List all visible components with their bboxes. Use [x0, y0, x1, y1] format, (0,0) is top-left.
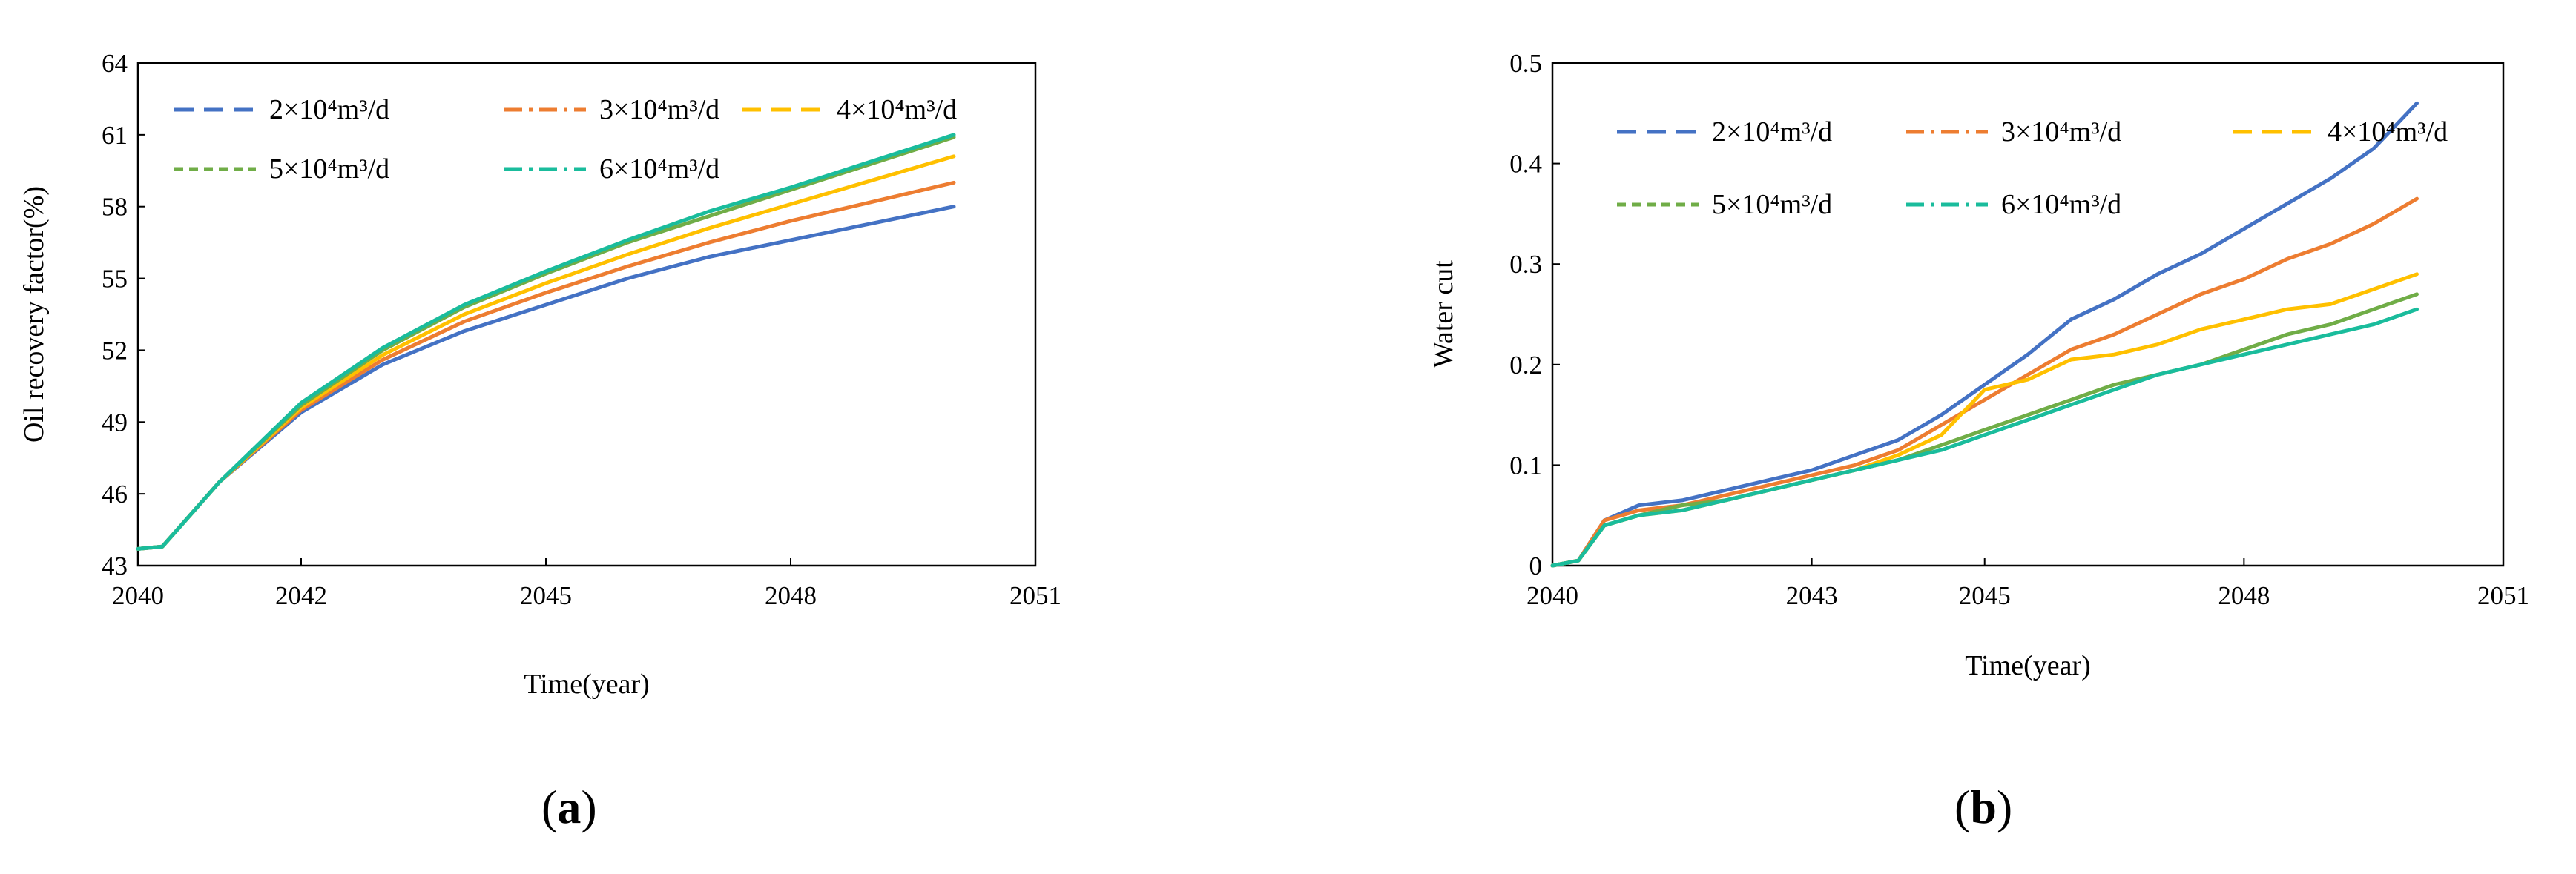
chart-b-plot-frame — [1551, 62, 2505, 567]
chart-b-series-line-3 — [1550, 272, 2419, 568]
chart-a-x-ticks: 2040 2042 2045 2048 2051 — [112, 558, 1061, 610]
chart-a-legend-label: 6×10⁴m³/d — [599, 153, 719, 185]
chart-a-panel-letter: a — [557, 781, 581, 833]
chart-b-y-tick-label: 0.2 — [1509, 351, 1542, 380]
chart-b-x-tick-label: 2048 — [2218, 581, 2270, 610]
chart-a-y-tick-label: 49 — [102, 408, 128, 437]
chart-a-x-tick-label: 2042 — [275, 581, 327, 610]
chart-b-water-cut: 0 0.1 0.2 0.3 0.4 0.5 2040 2043 2045 2048 2051 2×… — [1428, 49, 2529, 833]
chart-b-y-tick-label: 0.4 — [1509, 150, 1542, 179]
chart-b-x-tick-label: 2051 — [2477, 581, 2529, 610]
chart-a-x-tick-label: 2045 — [520, 581, 572, 610]
chart-b-series-line-5 — [1550, 307, 2419, 568]
chart-b-x-tick-label: 2045 — [1959, 581, 2011, 610]
chart-b-y-axis-label: Water cut — [1428, 260, 1459, 368]
chart-b-y-tick-label: 0 — [1529, 552, 1543, 580]
chart-a-plot-frame — [136, 62, 1037, 567]
chart-a-y-tick-label: 58 — [102, 193, 128, 222]
chart-b-legend-label: 2×10⁴m³/d — [1712, 116, 1832, 148]
chart-a-x-tick-label: 2051 — [1009, 581, 1061, 610]
chart-b-x-tick-label: 2043 — [1786, 581, 1838, 610]
chart-a-y-tick-label: 55 — [102, 265, 128, 294]
chart-a-series-line-5 — [136, 133, 956, 551]
chart-a-panel-label: (a) — [541, 781, 597, 833]
chart-a-x-tick-label: 2040 — [112, 581, 164, 610]
chart-a-y-tick-label: 52 — [102, 336, 128, 365]
chart-a-series-lines — [136, 133, 956, 551]
chart-a-series-line-4 — [136, 135, 956, 551]
chart-b-y-ticks: 0 0.1 0.2 0.3 0.4 0.5 — [1509, 49, 1560, 580]
chart-a-legend: 2×10⁴m³/d 3×10⁴m³/d 4×10⁴m³/d 5×10⁴m³/d 6×10… — [174, 94, 957, 185]
chart-b-legend-label: 3×10⁴m³/d — [2001, 116, 2121, 148]
chart-a-legend-label: 2×10⁴m³/d — [269, 94, 389, 125]
chart-b-panel-letter: b — [1970, 781, 1997, 833]
chart-b-legend-label: 4×10⁴m³/d — [2328, 116, 2448, 148]
chart-b-x-tick-label: 2040 — [1526, 581, 1578, 610]
chart-a-y-tick-label: 43 — [102, 552, 128, 580]
chart-b-x-axis-label: Time(year) — [1965, 650, 2091, 681]
chart-b-y-tick-label: 0.3 — [1509, 250, 1542, 279]
chart-b-series-line-1 — [1550, 101, 2419, 568]
chart-b-series-lines — [1550, 101, 2419, 568]
chart-b-legend-label: 6×10⁴m³/d — [2001, 189, 2121, 220]
chart-b-y-tick-label: 0.5 — [1509, 49, 1542, 78]
chart-b-x-ticks: 2040 2043 2045 2048 2051 — [1526, 558, 2529, 610]
chart-b-legend-label: 5×10⁴m³/d — [1712, 189, 1832, 220]
chart-a-legend-label: 3×10⁴m³/d — [599, 94, 719, 125]
chart-a-series-line-1 — [136, 205, 956, 551]
chart-b-y-tick-label: 0.1 — [1509, 451, 1542, 480]
chart-a-series-line-3 — [136, 154, 956, 551]
chart-a-oil-recovery: 43 46 49 52 55 58 61 64 2040 2042 2045 2048 2051 2×… — [19, 49, 1061, 833]
chart-a-y-tick-label: 61 — [102, 121, 128, 150]
chart-b-series-line-4 — [1550, 292, 2419, 568]
chart-a-x-axis-label: Time(year) — [524, 669, 650, 700]
chart-b-panel-label: (b) — [1954, 781, 2012, 833]
chart-a-legend-label: 5×10⁴m³/d — [269, 153, 389, 185]
chart-a-y-tick-label: 64 — [102, 49, 128, 78]
chart-a-legend-label: 4×10⁴m³/d — [837, 94, 957, 125]
chart-a-y-axis-label: Oil recovery factor(%) — [19, 186, 50, 443]
chart-a-series-line-2 — [136, 180, 956, 551]
chart-a-x-tick-label: 2048 — [765, 581, 817, 610]
chart-a-y-ticks: 43 46 49 52 55 58 61 64 — [102, 49, 145, 580]
chart-a-y-tick-label: 46 — [102, 480, 128, 509]
chart-b-legend: 2×10⁴m³/d 3×10⁴m³/d 4×10⁴m³/d 5×10⁴m³/d 6×10… — [1617, 116, 2448, 220]
